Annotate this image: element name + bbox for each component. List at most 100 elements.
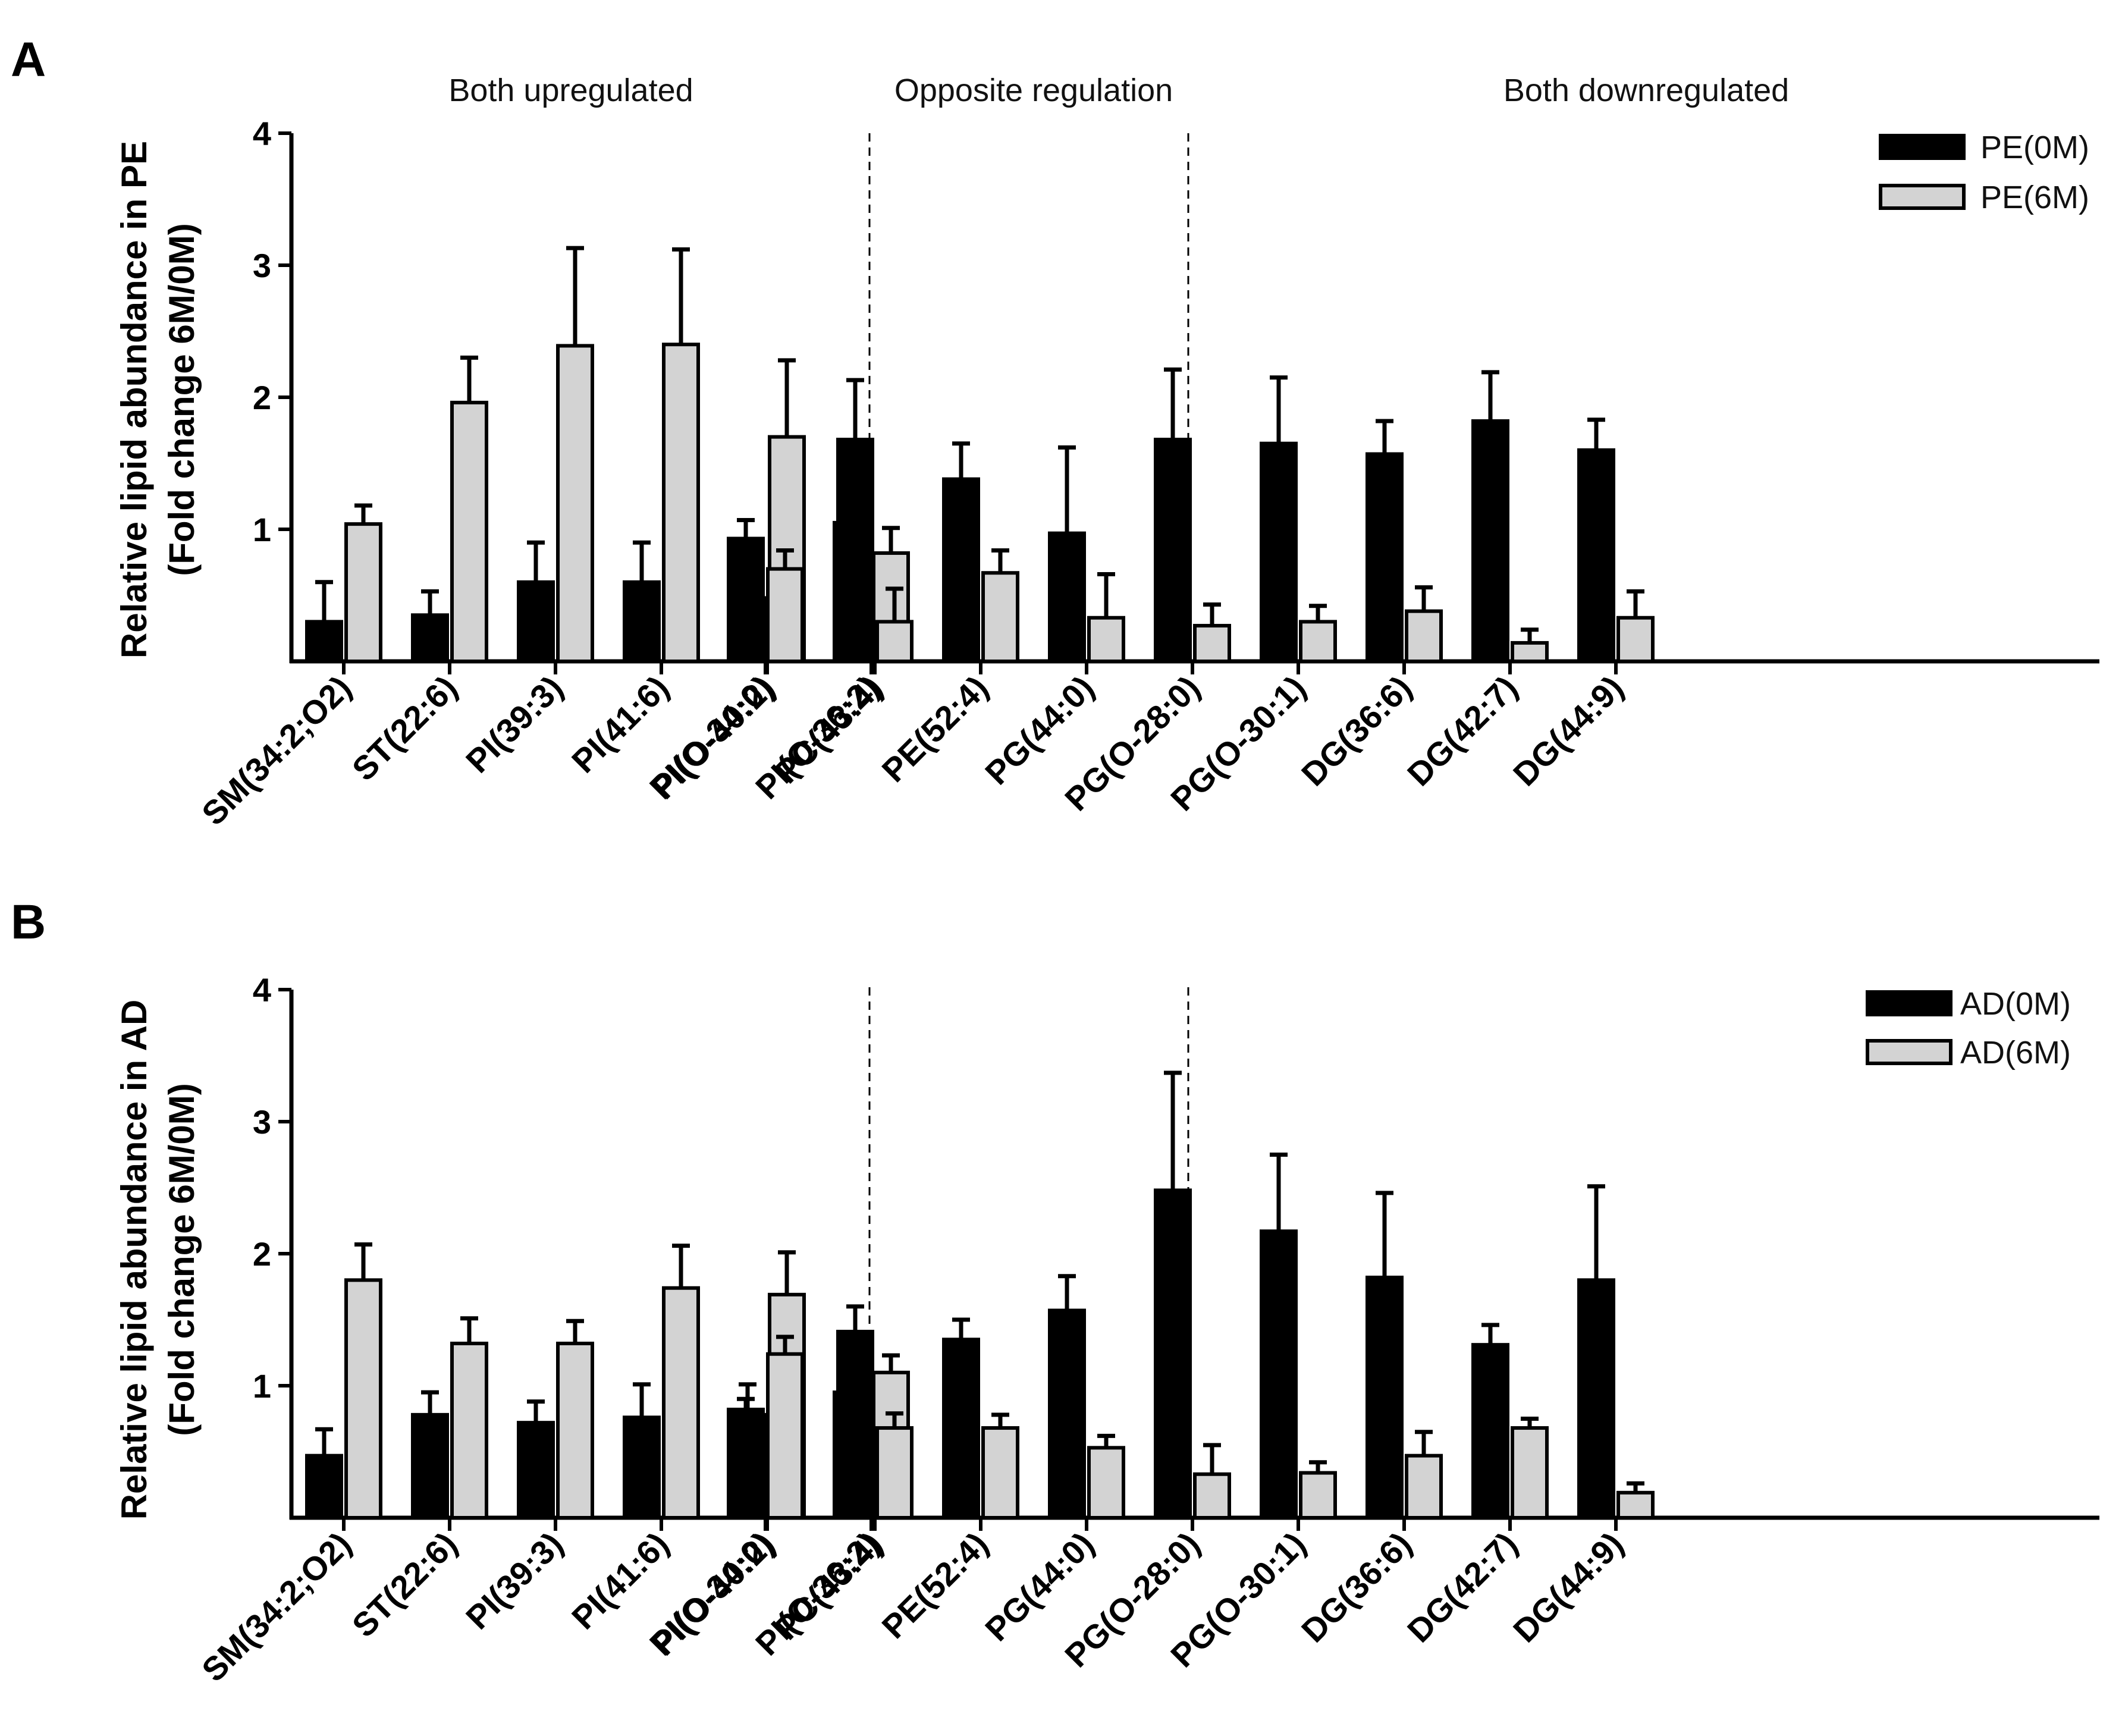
y-axis-label-line2: (Fold change 6M/0M) (162, 223, 202, 576)
category-label: PI(39:3) (459, 668, 570, 780)
bar-6m-5 (766, 567, 804, 663)
bar-6m-9 (1087, 616, 1125, 663)
bar-6m-0 (344, 1278, 382, 1520)
bar-0m-11 (1260, 441, 1298, 663)
category-label: SM(34:2;O2) (194, 1525, 359, 1689)
bar-6m-10 (1193, 624, 1231, 664)
category-label: ST(22:6) (345, 668, 464, 788)
category-label: PE(52:4) (874, 1525, 995, 1646)
legend-label-6m: PE(6M) (1980, 180, 2089, 215)
bar-0m-0 (305, 620, 343, 664)
plot-area-b: 1234SM(34:2;O2)ST(22:6)PI(39:3)PI(41:6)P… (194, 971, 2099, 1689)
bar-6m-14 (1616, 616, 1655, 663)
y-tick-label-3: 3 (253, 1103, 271, 1141)
bar-0m-13 (1471, 419, 1509, 664)
category-label: DG(36:6) (1294, 1525, 1419, 1650)
bar-0m-14 (1577, 448, 1615, 663)
bar-0m-9 (1048, 1308, 1086, 1520)
bar-0m-1 (411, 613, 449, 664)
bar-6m-3 (662, 1286, 700, 1520)
bar-0m-5 (727, 1407, 765, 1520)
category-label: DG(44:9) (1506, 1525, 1631, 1650)
bar-0m-10 (1154, 438, 1192, 663)
group-label-opposite-regulation: Opposite regulation (894, 73, 1173, 108)
y-tick-label-1: 1 (253, 511, 271, 548)
category-label: PC(43:4) (767, 668, 889, 790)
legend-swatch-6m (1879, 184, 1966, 210)
bar-6m-5 (766, 1352, 804, 1520)
category-label: SM(34:2;O2) (194, 668, 359, 833)
plot-area-a: 1234SM(34:2;O2)ST(22:6)PI(39:3)PI(41:6)P… (194, 115, 2099, 833)
legend-b: AD(0M) AD(6M) (1866, 986, 2071, 1071)
bar-6m-2 (556, 1341, 594, 1520)
bar-0m-8 (942, 477, 980, 663)
category-label: PE(52:4) (874, 668, 995, 789)
y-tick-label-2: 2 (253, 1235, 271, 1273)
category-label: DG(44:9) (1506, 668, 1631, 793)
category-label: PC(43:4) (767, 1525, 889, 1647)
bar-0m-14 (1577, 1278, 1615, 1520)
bar-6m-13 (1511, 641, 1549, 664)
legend-a: PE(0M) PE(6M) (1879, 130, 2089, 215)
bar-0m-5 (727, 536, 765, 663)
bar-0m-13 (1471, 1343, 1509, 1520)
y-tick-label-1: 1 (253, 1367, 271, 1405)
y-axis-label-line1: Relative lipid abundance in PE (114, 141, 154, 658)
bar-6m-10 (1193, 1472, 1231, 1520)
group-label-both-upregulated: Both upregulated (448, 73, 693, 108)
panel-label-a: A (11, 33, 46, 87)
bar-6m-8 (981, 571, 1019, 664)
bar-0m-1 (411, 1412, 449, 1520)
bar-0m-0 (305, 1454, 343, 1520)
legend-label-6m: AD(6M) (1960, 1035, 2071, 1071)
category-label: ST(22:6) (345, 1525, 464, 1644)
bar-0m-12 (1366, 1275, 1404, 1520)
bar-6m-2 (556, 344, 594, 663)
legend-label-0m: AD(0M) (1960, 986, 2071, 1022)
bar-0m-8 (942, 1338, 980, 1520)
bar-0m-11 (1260, 1229, 1298, 1520)
bar-6m-1 (450, 1341, 488, 1520)
bar-6m-11 (1299, 1471, 1337, 1520)
bar-6m-13 (1511, 1426, 1549, 1520)
panel-a: A Both upregulated Opposite regulation B… (11, 33, 2099, 833)
y-tick-label-3: 3 (253, 247, 271, 284)
category-label: PI(39:3) (459, 1525, 570, 1637)
y-tick-label-4: 4 (253, 115, 271, 152)
bar-6m-7 (875, 1426, 914, 1520)
bar-6m-0 (344, 522, 382, 663)
y-axis-label-line1: Relative lipid abundance in AD (114, 1000, 154, 1520)
y-axis-label-line2: (Fold change 6M/0M) (162, 1083, 202, 1436)
y-tick-label-2: 2 (253, 379, 271, 416)
bar-6m-11 (1299, 620, 1337, 664)
bar-0m-9 (1048, 531, 1086, 663)
category-label: DG(42:7) (1400, 1525, 1525, 1650)
bar-6m-8 (981, 1426, 1019, 1520)
legend-swatch-0m (1866, 990, 1953, 1016)
panel-b: B Relative lipid abundance in AD (Fold c… (11, 895, 2099, 1689)
category-label: DG(42:7) (1400, 668, 1525, 793)
bar-6m-1 (450, 400, 488, 663)
group-label-both-downregulated: Both downregulated (1503, 73, 1789, 108)
bar-6m-14 (1616, 1490, 1655, 1520)
legend-swatch-6m (1866, 1039, 1953, 1065)
bar-6m-3 (662, 343, 700, 663)
category-label: DG(36:6) (1294, 668, 1419, 793)
bar-0m-7 (836, 1329, 874, 1520)
bar-0m-10 (1154, 1188, 1192, 1520)
panel-label-b: B (11, 895, 46, 949)
bar-0m-12 (1366, 452, 1404, 664)
legend-label-0m: PE(0M) (1980, 130, 2089, 165)
bar-0m-3 (623, 1415, 661, 1520)
legend-swatch-0m (1879, 134, 1966, 160)
bar-0m-2 (517, 580, 555, 663)
bar-6m-12 (1405, 609, 1443, 664)
bar-6m-9 (1087, 1446, 1125, 1520)
bar-6m-7 (875, 620, 914, 664)
y-tick-label-4: 4 (253, 971, 271, 1009)
bar-0m-7 (836, 438, 874, 663)
bar-6m-12 (1405, 1454, 1443, 1520)
bar-0m-2 (517, 1421, 555, 1520)
bar-0m-3 (623, 580, 661, 663)
